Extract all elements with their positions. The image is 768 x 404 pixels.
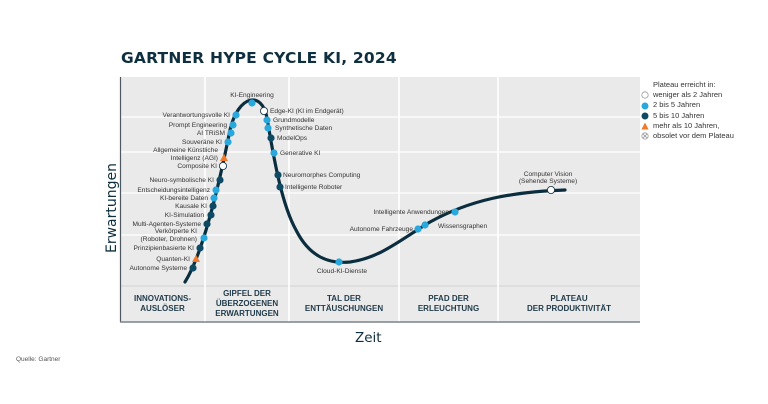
label-kausale-ki: Kausale KI [175, 203, 207, 210]
light-blue-circle-icon [264, 124, 272, 132]
phase-trough-of-disillusionment: TAL DER ENTTÄUSCHUNGEN [304, 294, 384, 313]
label-verkoerperte-ki-1: Verkörperte KI [155, 228, 197, 235]
label-ki-engineering: KI-Engineering [230, 92, 274, 99]
legend-item-obsolete: obsolet vor dem Plateau [641, 131, 734, 141]
phase-slope-of-enlightenment: PFAD DER ERLEUCHTUNG [417, 294, 480, 313]
light-blue-circle-icon [263, 116, 271, 124]
label-ki-simulation: KI-Simulation [165, 212, 205, 219]
grid-lines [120, 77, 640, 322]
plot-area [120, 77, 640, 322]
label-neuromorphes: Neuromorphes Computing [283, 172, 361, 179]
phase-peak-of-inflated-expectations: GIPFEL DER ÜBERZOGENEN ERWARTUNGEN [215, 289, 279, 318]
legend-item-gt10: mehr als 10 Jahren, [641, 121, 734, 131]
light-blue-circle-icon [335, 258, 343, 266]
legend-title: Plateau erreicht in: [653, 80, 716, 89]
label-generative-ki: Generative KI [280, 150, 320, 157]
dark-blue-circle-icon [641, 112, 653, 120]
legend-item-lt2: weniger als 2 Jahren [641, 90, 734, 100]
source-note: Quelle: Gartner [16, 356, 61, 363]
label-edge-ki: Edge-KI (KI im Endgerät) [270, 108, 344, 115]
label-ki-bereite-daten: KI-bereite Daten [160, 195, 208, 202]
phase-innovation-trigger: INNOVATIONS- AUSLÖSER [133, 294, 192, 313]
light-blue-circle-icon [414, 225, 422, 233]
hollow-circle-icon [547, 185, 556, 194]
label-grundmodelle: Grundmodelle [273, 117, 315, 124]
label-computer-vision-2: (Sehende Systeme) [519, 178, 577, 185]
label-souveraene-ki: Souveräne KI [182, 139, 222, 146]
phase-plateau-of-productivity: PLATEAU DER PRODUKTIVITÄT [527, 294, 611, 313]
x-axis-label: Zeit [355, 330, 382, 346]
hollow-circle-icon [218, 161, 227, 170]
crossed-circle-icon [641, 132, 653, 140]
label-quanten-ki: Quanten-KI [156, 256, 190, 263]
label-wissensgraphen: Wissensgraphen [438, 223, 487, 230]
label-cloud-ki: Cloud-KI-Dienste [317, 268, 368, 275]
label-intelligente-anwendungen: Intelligente Anwendungen [373, 209, 449, 216]
dark-blue-circle-icon [196, 244, 204, 252]
light-blue-circle-icon [212, 186, 220, 194]
y-axis-label: Erwartungen [104, 163, 120, 253]
label-agi-1: Allgemeine Künstliche [153, 147, 218, 154]
light-blue-circle-icon [210, 194, 218, 202]
label-intelligente-roboter: Intelligente Roboter [285, 184, 343, 191]
label-composite-ki: Composite KI [177, 163, 217, 170]
label-multi-agenten: Multi-Agenten-Systeme [132, 221, 201, 228]
label-ai-trism: AI TRiSM [197, 130, 225, 137]
legend: Plateau erreicht in: weniger als 2 Jahre… [641, 80, 734, 141]
label-synthetische-daten: Synthetische Daten [275, 125, 333, 132]
label-prompt-engineering: Prompt Engineering [169, 122, 228, 129]
light-blue-circle-icon [451, 208, 459, 216]
label-autonome-fahrzeuge: Autonome Fahrzeuge [350, 226, 414, 233]
label-verantwortungsvolle-ki: Verantwortungsvolle KI [163, 112, 231, 119]
dark-blue-circle-icon [207, 211, 215, 219]
label-autonome-systeme: Autonome Systeme [129, 265, 187, 272]
dark-blue-circle-icon [216, 176, 224, 184]
label-prinzipienbasierte-ki: Prinzipienbasierte KI [134, 245, 195, 252]
chart-title: GARTNER HYPE CYCLE KI, 2024 [121, 49, 397, 67]
label-neuro-symbolische: Neuro-symbolische KI [150, 177, 215, 184]
light-blue-circle-icon [232, 111, 240, 119]
label-computer-vision-1: Computer Vision [524, 171, 573, 178]
light-blue-circle-icon [270, 149, 278, 157]
label-agi-2: Intelligenz (AGI) [171, 155, 218, 162]
dark-blue-circle-icon [189, 264, 197, 272]
orange-triangle-icon [192, 254, 200, 262]
light-blue-circle-icon [229, 121, 237, 129]
light-blue-circle-icon [421, 221, 429, 229]
label-verkoerperte-ki-2: (Roboter, Drohnen) [141, 236, 197, 243]
light-blue-circle-icon [200, 234, 208, 242]
hollow-circle-icon [259, 107, 268, 116]
legend-item-5to10: 5 bis 10 Jahren [641, 111, 734, 121]
orange-triangle-icon [641, 122, 653, 130]
label-entscheidungsintelligenz: Entscheidungsintelligenz [137, 187, 210, 194]
dark-blue-circle-icon [276, 183, 284, 191]
technology-markers [189, 99, 556, 272]
light-blue-circle-icon [227, 129, 235, 137]
orange-triangle-icon [220, 153, 228, 161]
legend-item-2to5: 2 bis 5 Jahren [641, 100, 734, 110]
dark-blue-circle-icon [267, 134, 275, 142]
light-blue-circle-icon [641, 102, 653, 110]
label-modelops: ModelOps [277, 135, 308, 142]
hollow-circle-icon [641, 91, 653, 99]
dark-blue-circle-icon [203, 220, 211, 228]
dark-blue-circle-icon [209, 202, 217, 210]
dark-blue-circle-icon [274, 171, 282, 179]
technology-labels: Autonome Systeme Quanten-KI Prinzipienbasi… [129, 92, 577, 275]
light-blue-circle-icon [224, 138, 232, 146]
light-blue-circle-icon [248, 99, 256, 107]
